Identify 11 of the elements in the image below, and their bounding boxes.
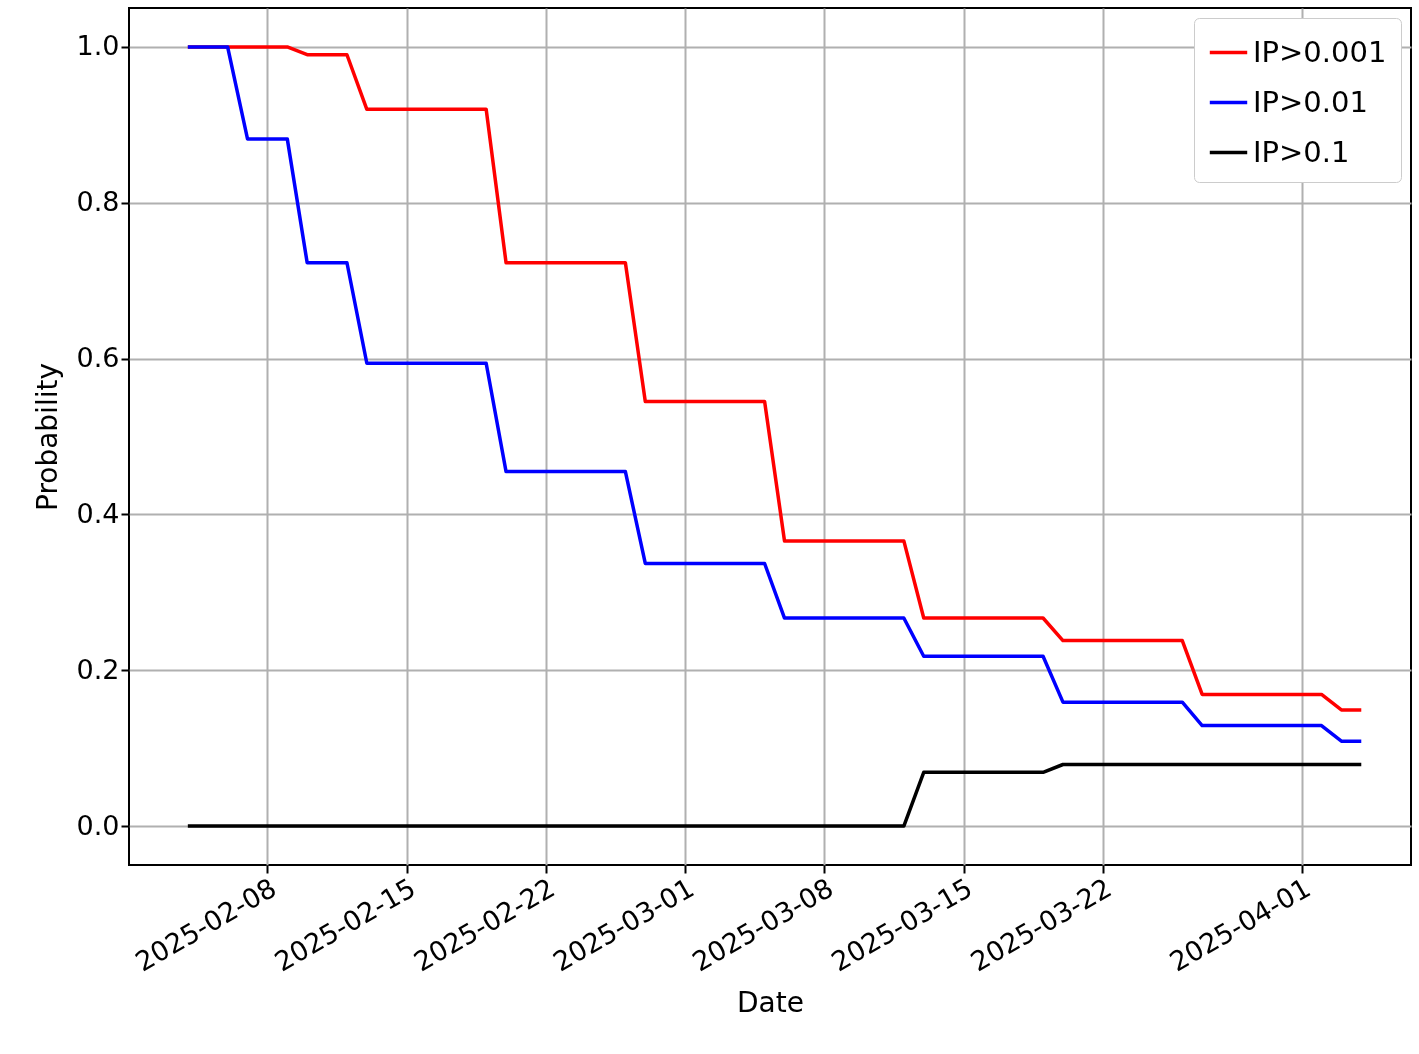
y-tick-label: 0.0 (76, 809, 120, 841)
legend-label: IP>0.01 (1253, 84, 1368, 119)
x-axis-title: Date (737, 986, 804, 1020)
y-tick-label: 1.0 (76, 30, 120, 62)
legend-label: IP>0.001 (1253, 34, 1387, 69)
legend-label: IP>0.1 (1253, 134, 1350, 169)
y-tick-label: 0.8 (76, 186, 120, 218)
y-axis-title: Probability (30, 362, 64, 512)
y-tick-label: 0.4 (76, 497, 120, 529)
y-tick-label: 0.2 (76, 653, 120, 685)
y-tick-label: 0.6 (76, 342, 120, 374)
